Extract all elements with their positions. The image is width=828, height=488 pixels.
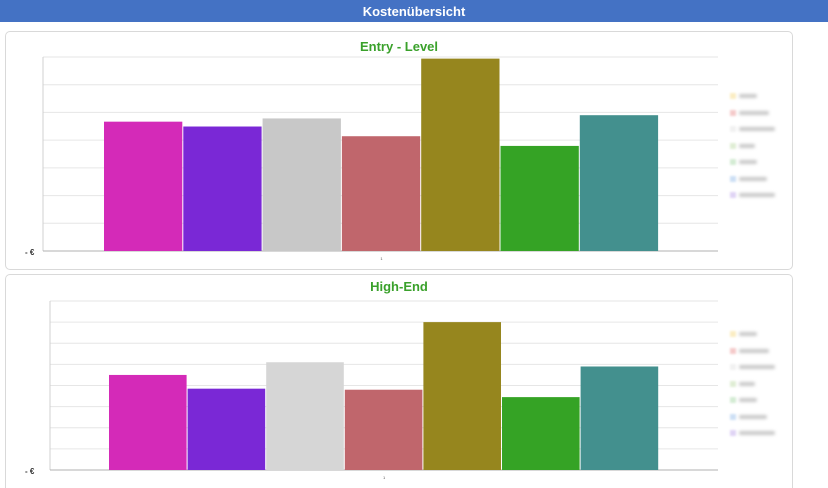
legend-item bbox=[725, 378, 795, 390]
bar-series-1 bbox=[109, 374, 187, 470]
legend-label-blurred bbox=[739, 381, 755, 386]
legend-label-blurred bbox=[739, 365, 775, 369]
legend-item bbox=[725, 140, 795, 152]
legend-swatch bbox=[730, 397, 736, 403]
legend-item bbox=[725, 328, 795, 340]
legend-swatch bbox=[730, 175, 736, 182]
chart-panel-entry-level: Entry - Level - € 1 bbox=[5, 31, 793, 270]
legend-swatch bbox=[730, 93, 736, 99]
chart-title: High-End bbox=[370, 279, 428, 294]
bar-chart-high-end: - € 1 bbox=[25, 300, 718, 480]
legend-label-blurred bbox=[739, 176, 767, 181]
bar-series-6 bbox=[502, 397, 580, 470]
legend-item bbox=[725, 90, 795, 102]
legend-item bbox=[725, 189, 795, 201]
bar-series-7 bbox=[579, 115, 659, 251]
page-header: Kostenübersicht bbox=[0, 0, 828, 22]
y-tick-label: - € bbox=[25, 248, 35, 257]
bar-series-2 bbox=[187, 388, 266, 470]
legend-swatch bbox=[730, 380, 736, 387]
legend-item bbox=[725, 361, 795, 373]
legend-swatch bbox=[730, 126, 736, 132]
legend-swatch bbox=[730, 430, 736, 436]
legend-swatch bbox=[730, 413, 736, 420]
bar-series-4 bbox=[341, 136, 421, 251]
legend-label-blurred bbox=[739, 94, 757, 98]
bar-series-3 bbox=[266, 362, 344, 470]
legend-item bbox=[725, 411, 795, 423]
legend-label-blurred bbox=[739, 332, 757, 336]
y-tick-label: - € bbox=[25, 467, 35, 476]
legend-label-blurred bbox=[739, 431, 775, 435]
chart-panel-high-end: High-End - € 1 bbox=[5, 274, 793, 488]
x-tick-label: 1 bbox=[380, 256, 383, 261]
legend-label-blurred bbox=[739, 414, 767, 419]
legend-swatch bbox=[730, 364, 736, 370]
legend-item bbox=[725, 173, 795, 185]
legend-swatch bbox=[730, 159, 736, 165]
legend-item bbox=[725, 345, 795, 357]
legend-label-blurred bbox=[739, 127, 775, 131]
page-title: Kostenübersicht bbox=[362, 3, 466, 19]
legend-label-blurred bbox=[739, 143, 755, 148]
bar-series-3 bbox=[262, 118, 341, 251]
bar-series-1 bbox=[104, 121, 183, 252]
bar-series-2 bbox=[183, 126, 262, 251]
legend-item bbox=[725, 107, 795, 119]
x-tick-label: 1 bbox=[383, 475, 386, 480]
bar-series-6 bbox=[500, 145, 579, 251]
legend-swatch bbox=[730, 192, 736, 198]
legend-label-blurred bbox=[739, 160, 757, 164]
bar-series-7 bbox=[580, 366, 659, 470]
chart-title: Entry - Level bbox=[359, 39, 439, 54]
legend-swatch bbox=[730, 331, 736, 337]
legend-item bbox=[725, 156, 795, 168]
bar-series-4 bbox=[344, 389, 423, 470]
legend-label-blurred bbox=[739, 110, 769, 115]
legend-label-blurred bbox=[739, 398, 757, 402]
bar-series-5 bbox=[423, 322, 501, 470]
legend-label-blurred bbox=[739, 193, 775, 197]
legend-swatch bbox=[730, 109, 736, 116]
legend-swatch bbox=[730, 142, 736, 149]
legend-swatch bbox=[730, 347, 736, 354]
legend-item bbox=[725, 394, 795, 406]
bar-series-5 bbox=[421, 58, 500, 251]
legend-item bbox=[725, 427, 795, 439]
bar-chart-entry-level: - € 1 bbox=[25, 56, 718, 261]
legend-label-blurred bbox=[739, 348, 769, 353]
legend-item bbox=[725, 123, 795, 135]
